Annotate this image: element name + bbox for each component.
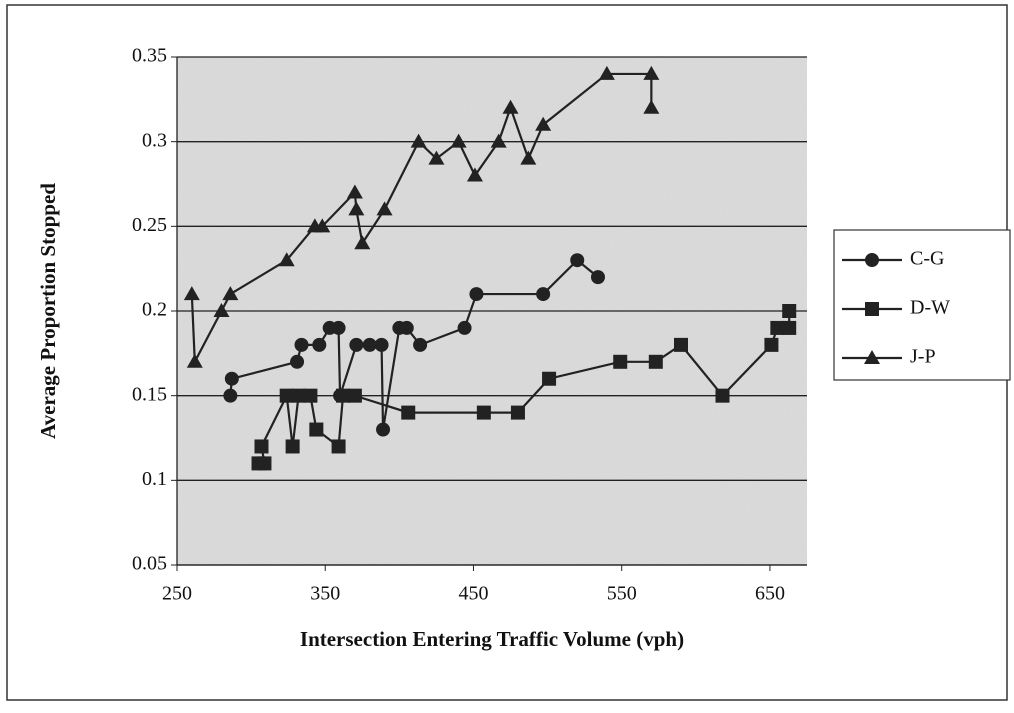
marker [598,65,615,80]
marker [362,337,377,352]
marker [864,350,880,364]
marker [643,99,660,114]
marker [590,270,605,285]
marker [336,388,351,403]
y-tick-label: 0.2 [142,299,167,321]
marker [223,388,238,403]
marker [865,253,879,267]
marker [376,201,393,216]
y-tick-label: 0.15 [132,383,167,405]
marker [186,353,203,368]
marker [222,286,239,301]
marker [764,337,779,352]
marker [349,337,364,352]
marker [674,337,688,352]
x-tick-label: 250 [162,583,192,605]
marker [450,133,467,148]
marker [347,388,362,403]
legend-label: C-G [910,248,944,270]
x-tick-label: 650 [755,583,785,605]
marker [469,287,484,302]
y-tick-label: 0.35 [132,45,167,67]
marker [648,354,663,369]
marker [213,303,230,317]
marker [285,439,300,454]
marker [613,354,628,369]
x-tick-label: 550 [607,583,637,605]
marker [257,456,272,471]
marker [457,320,472,335]
marker [376,422,391,437]
y-tick-label: 0.25 [132,214,167,236]
legend-label: J-P [910,346,936,368]
marker [331,320,346,335]
marker [278,252,295,267]
marker [410,133,427,148]
marker [770,320,785,335]
x-axis-title: Intersection Entering Traffic Volume (vp… [300,627,684,651]
marker [348,201,365,216]
marker [401,405,416,420]
y-axis-title: Average Proportion Stopped [36,183,60,439]
marker [224,371,239,386]
marker [510,405,525,420]
y-tick-label: 0.05 [132,553,167,575]
marker [782,320,797,335]
marker [413,337,428,352]
marker [536,287,551,302]
marker [254,439,269,454]
y-tick-label: 0.1 [142,468,167,490]
marker [490,133,507,148]
marker [309,422,324,437]
marker [502,99,519,114]
marker [865,302,879,316]
marker [294,337,309,352]
series-line [190,72,653,366]
marker [542,371,557,386]
marker [715,388,730,403]
marker [520,150,537,165]
legend-box [833,229,1011,381]
marker [279,388,294,403]
marker [570,253,585,268]
marker [312,337,327,352]
legend-label: D-W [910,297,950,319]
marker [643,65,660,80]
marker [354,235,371,250]
marker [782,304,797,318]
marker [331,439,346,454]
marker [399,320,414,335]
marker [290,354,305,369]
marker [374,337,389,352]
marker [183,286,200,301]
marker [535,116,552,131]
marker [303,388,318,403]
marker [476,405,491,420]
x-tick-label: 450 [458,583,488,605]
y-tick-label: 0.3 [142,129,167,151]
marker [428,150,445,165]
marker [314,218,331,233]
marker [466,167,483,182]
marker [346,184,363,199]
marker [291,388,306,403]
x-tick-label: 350 [310,583,340,605]
